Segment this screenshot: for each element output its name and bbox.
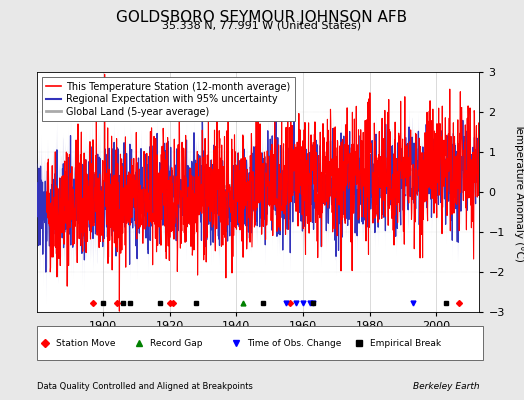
- Text: Empirical Break: Empirical Break: [370, 338, 442, 348]
- Text: 35.338 N, 77.991 W (United States): 35.338 N, 77.991 W (United States): [162, 20, 362, 30]
- Text: Record Gap: Record Gap: [150, 338, 203, 348]
- Text: Station Move: Station Move: [56, 338, 116, 348]
- Legend: This Temperature Station (12-month average), Regional Expectation with 95% uncer: This Temperature Station (12-month avera…: [41, 77, 295, 122]
- Text: Data Quality Controlled and Aligned at Breakpoints: Data Quality Controlled and Aligned at B…: [37, 382, 253, 391]
- Text: GOLDSBORO SEYMOUR JOHNSON AFB: GOLDSBORO SEYMOUR JOHNSON AFB: [116, 10, 408, 25]
- Y-axis label: Temperature Anomaly (°C): Temperature Anomaly (°C): [515, 122, 524, 262]
- Text: Berkeley Earth: Berkeley Earth: [413, 382, 479, 391]
- Text: Time of Obs. Change: Time of Obs. Change: [247, 338, 342, 348]
